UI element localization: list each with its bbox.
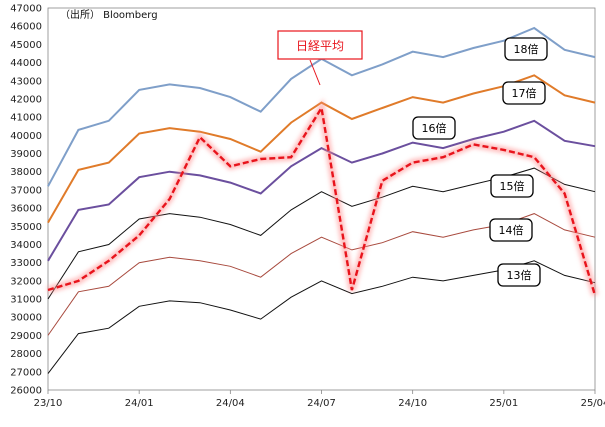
series-label-text: 16倍 [422,121,447,135]
y-tick-label: 34000 [10,240,42,251]
y-tick-label: 28000 [10,349,42,360]
series-label-text: 18倍 [514,42,539,56]
x-tick-label: 24/04 [216,398,245,409]
y-tick-label: 38000 [10,167,42,178]
x-tick-label: 24/07 [307,398,336,409]
nikkei-callout: 日経平均 [277,30,363,86]
source-note: （出所） Bloomberg [60,8,158,21]
series-label-text: 13倍 [507,268,532,282]
y-tick-label: 27000 [10,367,42,378]
series-label-0: 18倍 [504,37,548,61]
series-label-5: 13倍 [497,263,541,287]
series-label-text: 15倍 [500,179,525,193]
callout-pointer [309,59,321,86]
axes: 26000 27000 28000 29000 30000 31000 32000 33000… [10,4,605,410]
y-tick-label: 39000 [10,149,42,160]
series-label-text: 14倍 [499,223,524,237]
series-label-text: 17倍 [512,86,537,100]
y-tick-label: 43000 [10,76,42,87]
x-tick-label: 24/01 [125,398,154,409]
series-label-4: 14倍 [489,218,533,242]
y-tick-label: 26000 [10,386,42,397]
y-tick-label: 31000 [10,295,42,306]
x-tick-label: 24/10 [398,398,427,409]
y-tick-label: 35000 [10,222,42,233]
series-label-2: 16倍 [412,116,456,140]
series-2-line [47,119,596,262]
y-tick-label: 44000 [10,58,42,69]
y-tick-label: 45000 [10,40,42,51]
y-tick-label: 41000 [10,113,42,124]
series-layer [46,26,599,374]
y-tick-label: 29000 [10,331,42,342]
nikkei-label-text: 日経平均 [296,39,344,53]
y-tick-label: 37000 [10,185,42,196]
x-tick-label: 25/01 [489,398,518,409]
y-tick-label: 40000 [10,131,42,142]
series-6-line [47,104,597,296]
y-tick-label: 42000 [10,94,42,105]
labels-layer: 18倍 17倍 16倍 15倍 14倍 13倍 日経平均 [277,30,548,287]
x-tick-label: 25/04 [581,398,605,409]
y-tick-label: 36000 [10,204,42,215]
plot-frame [47,7,596,391]
series-label-3: 15倍 [490,174,534,198]
y-tick-label: 30000 [10,313,42,324]
x-tick-label: 23/10 [34,398,63,409]
y-tick-label: 33000 [10,258,42,269]
series-label-1: 17倍 [502,81,546,105]
y-tick-label: 47000 [10,4,42,15]
y-tick-label: 32000 [10,276,42,287]
y-tick-label: 46000 [10,22,42,33]
